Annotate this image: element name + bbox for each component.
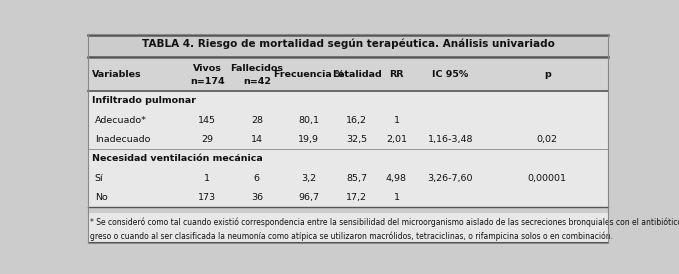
Text: IC 95%: IC 95% <box>433 70 469 79</box>
Text: 3,2: 3,2 <box>301 174 316 183</box>
Text: 0,02: 0,02 <box>537 135 557 144</box>
Text: Infiltrado pulmonar: Infiltrado pulmonar <box>92 96 196 105</box>
Text: 28: 28 <box>251 116 263 124</box>
Text: 2,01: 2,01 <box>386 135 407 144</box>
Text: 1: 1 <box>393 116 399 124</box>
Bar <box>88 91 608 207</box>
Text: 1,16-3,48: 1,16-3,48 <box>428 135 473 144</box>
Text: 36: 36 <box>251 193 263 202</box>
Text: 14: 14 <box>251 135 263 144</box>
Text: Necesidad ventilación mecánica: Necesidad ventilación mecánica <box>92 154 263 163</box>
Text: RR: RR <box>389 70 404 79</box>
Text: n=42: n=42 <box>243 77 271 86</box>
Text: Adecuado*: Adecuado* <box>95 116 147 124</box>
Text: Frecuencia %: Frecuencia % <box>274 70 344 79</box>
Text: 17,2: 17,2 <box>346 193 367 202</box>
Text: No: No <box>95 193 108 202</box>
Text: 3,26-7,60: 3,26-7,60 <box>428 174 473 183</box>
Text: n=174: n=174 <box>190 77 225 86</box>
Text: 32,5: 32,5 <box>346 135 367 144</box>
Bar <box>88 58 608 91</box>
Text: 80,1: 80,1 <box>298 116 319 124</box>
Text: Vivos: Vivos <box>193 64 222 73</box>
Text: 145: 145 <box>198 116 217 124</box>
Text: 29: 29 <box>202 135 213 144</box>
Text: TABLA 4. Riesgo de mortalidad según terapéutica. Análisis univariado: TABLA 4. Riesgo de mortalidad según tera… <box>141 39 555 49</box>
Text: 6: 6 <box>254 174 260 183</box>
Text: 1: 1 <box>393 193 399 202</box>
Bar <box>88 213 608 243</box>
Text: 96,7: 96,7 <box>298 193 319 202</box>
Text: 85,7: 85,7 <box>346 174 367 183</box>
Text: 0,00001: 0,00001 <box>528 174 567 183</box>
Text: Sí: Sí <box>95 174 103 183</box>
Text: greso o cuando al ser clasificada la neumonía como atípica se utilizaron macróli: greso o cuando al ser clasificada la neu… <box>90 232 612 241</box>
Text: 1: 1 <box>204 174 210 183</box>
Text: 4,98: 4,98 <box>386 174 407 183</box>
Text: 173: 173 <box>198 193 217 202</box>
Text: Inadecuado: Inadecuado <box>95 135 150 144</box>
Text: 16,2: 16,2 <box>346 116 367 124</box>
Text: * Se consideró como tal cuando existió correspondencia entre la sensibilidad del: * Se consideró como tal cuando existió c… <box>90 218 679 227</box>
Text: Letalidad: Letalidad <box>332 70 382 79</box>
Bar <box>88 34 608 58</box>
Text: 19,9: 19,9 <box>298 135 319 144</box>
Text: p: p <box>544 70 551 79</box>
Text: Fallecidos: Fallecidos <box>230 64 283 73</box>
Text: Variables: Variables <box>92 70 141 79</box>
